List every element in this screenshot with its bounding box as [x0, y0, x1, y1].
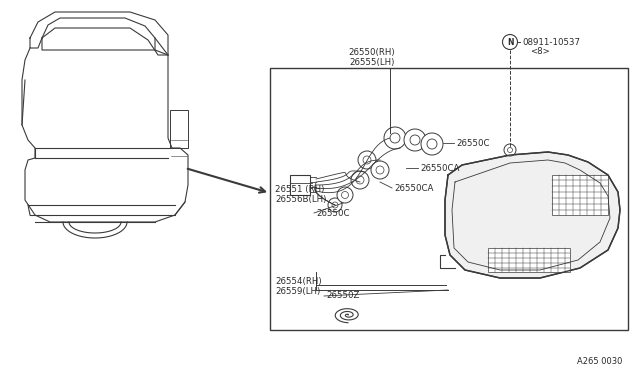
Text: N: N — [507, 38, 513, 46]
Bar — [270, 68, 628, 330]
Text: 08911-10537: 08911-10537 — [522, 38, 580, 46]
Circle shape — [404, 129, 426, 151]
Circle shape — [332, 202, 338, 208]
Circle shape — [508, 148, 513, 153]
Bar — [488, 248, 570, 272]
Circle shape — [390, 133, 400, 143]
Circle shape — [421, 133, 443, 155]
Text: 26550Z: 26550Z — [326, 292, 360, 301]
Circle shape — [371, 161, 389, 179]
Text: 26550C: 26550C — [456, 138, 490, 148]
Bar — [290, 175, 310, 195]
Circle shape — [384, 127, 406, 149]
Circle shape — [337, 187, 353, 203]
Text: 26550(RH)
26555(LH): 26550(RH) 26555(LH) — [349, 48, 396, 67]
Text: 26554(RH)
26559(LH): 26554(RH) 26559(LH) — [275, 277, 322, 296]
Bar — [170, 110, 188, 148]
Text: 26550CA: 26550CA — [420, 164, 460, 173]
Circle shape — [342, 192, 349, 199]
Text: 26550C: 26550C — [316, 208, 349, 218]
Circle shape — [427, 139, 437, 149]
Circle shape — [410, 135, 420, 145]
Text: 26551 (RH)
26556B(LH): 26551 (RH) 26556B(LH) — [275, 185, 326, 204]
Text: <8>: <8> — [530, 46, 550, 55]
Circle shape — [351, 171, 369, 189]
Circle shape — [358, 151, 376, 169]
Bar — [552, 175, 608, 215]
Text: A265 0030: A265 0030 — [577, 357, 623, 366]
Polygon shape — [445, 152, 620, 278]
Circle shape — [363, 156, 371, 164]
Circle shape — [376, 166, 384, 174]
Circle shape — [356, 176, 364, 184]
Circle shape — [502, 35, 518, 49]
Circle shape — [504, 144, 516, 156]
Text: 26550CA: 26550CA — [394, 183, 433, 192]
Circle shape — [328, 198, 342, 212]
